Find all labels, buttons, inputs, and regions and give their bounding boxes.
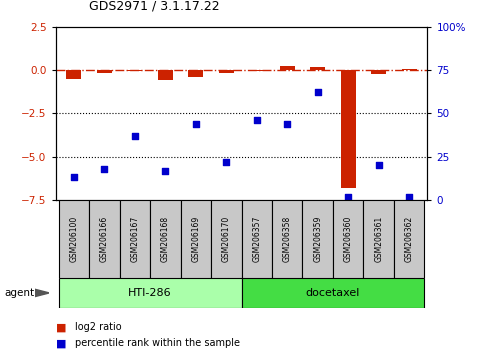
Text: GSM206357: GSM206357 xyxy=(252,216,261,262)
Point xyxy=(344,194,352,199)
Text: ■: ■ xyxy=(56,338,66,348)
Point xyxy=(161,168,169,173)
Bar xyxy=(97,70,112,73)
Bar xyxy=(333,200,363,278)
Text: log2 ratio: log2 ratio xyxy=(75,322,122,332)
Bar xyxy=(188,70,203,77)
Text: GSM206166: GSM206166 xyxy=(100,216,109,262)
Point xyxy=(253,118,261,123)
Bar xyxy=(272,200,302,278)
Text: docetaxel: docetaxel xyxy=(306,288,360,298)
Bar xyxy=(211,200,242,278)
Text: GDS2971 / 3.1.17.22: GDS2971 / 3.1.17.22 xyxy=(89,0,220,12)
Bar xyxy=(58,200,89,278)
Bar xyxy=(363,200,394,278)
Bar xyxy=(242,200,272,278)
Text: GSM206360: GSM206360 xyxy=(344,216,353,262)
Text: GSM206358: GSM206358 xyxy=(283,216,292,262)
Text: GSM206361: GSM206361 xyxy=(374,216,383,262)
Point xyxy=(284,121,291,126)
Text: GSM206170: GSM206170 xyxy=(222,216,231,262)
Bar xyxy=(302,200,333,278)
Text: GSM206169: GSM206169 xyxy=(191,216,200,262)
Point xyxy=(405,194,413,199)
Text: GSM206100: GSM206100 xyxy=(70,216,78,262)
Text: HTI-286: HTI-286 xyxy=(128,288,172,298)
Bar xyxy=(280,66,295,70)
Polygon shape xyxy=(35,289,49,297)
Bar xyxy=(341,70,356,188)
Bar xyxy=(371,70,386,74)
Bar xyxy=(120,200,150,278)
Bar xyxy=(401,69,417,70)
Bar xyxy=(58,278,242,308)
Bar xyxy=(310,67,326,70)
Point xyxy=(375,162,383,168)
Text: percentile rank within the sample: percentile rank within the sample xyxy=(75,338,240,348)
Bar xyxy=(127,70,142,71)
Bar xyxy=(249,70,264,71)
Bar xyxy=(89,200,120,278)
Bar xyxy=(242,278,425,308)
Text: agent: agent xyxy=(5,288,35,298)
Text: GSM206359: GSM206359 xyxy=(313,216,322,262)
Point xyxy=(314,90,322,95)
Text: ■: ■ xyxy=(56,322,66,332)
Text: GSM206362: GSM206362 xyxy=(405,216,413,262)
Bar xyxy=(150,200,181,278)
Text: GSM206168: GSM206168 xyxy=(161,216,170,262)
Point xyxy=(192,121,199,126)
Bar xyxy=(66,70,82,79)
Bar xyxy=(394,200,425,278)
Point xyxy=(222,159,230,165)
Point xyxy=(70,175,78,180)
Text: GSM206167: GSM206167 xyxy=(130,216,139,262)
Point xyxy=(100,166,108,172)
Bar xyxy=(219,70,234,73)
Point xyxy=(131,133,139,139)
Bar xyxy=(181,200,211,278)
Bar xyxy=(157,70,173,80)
